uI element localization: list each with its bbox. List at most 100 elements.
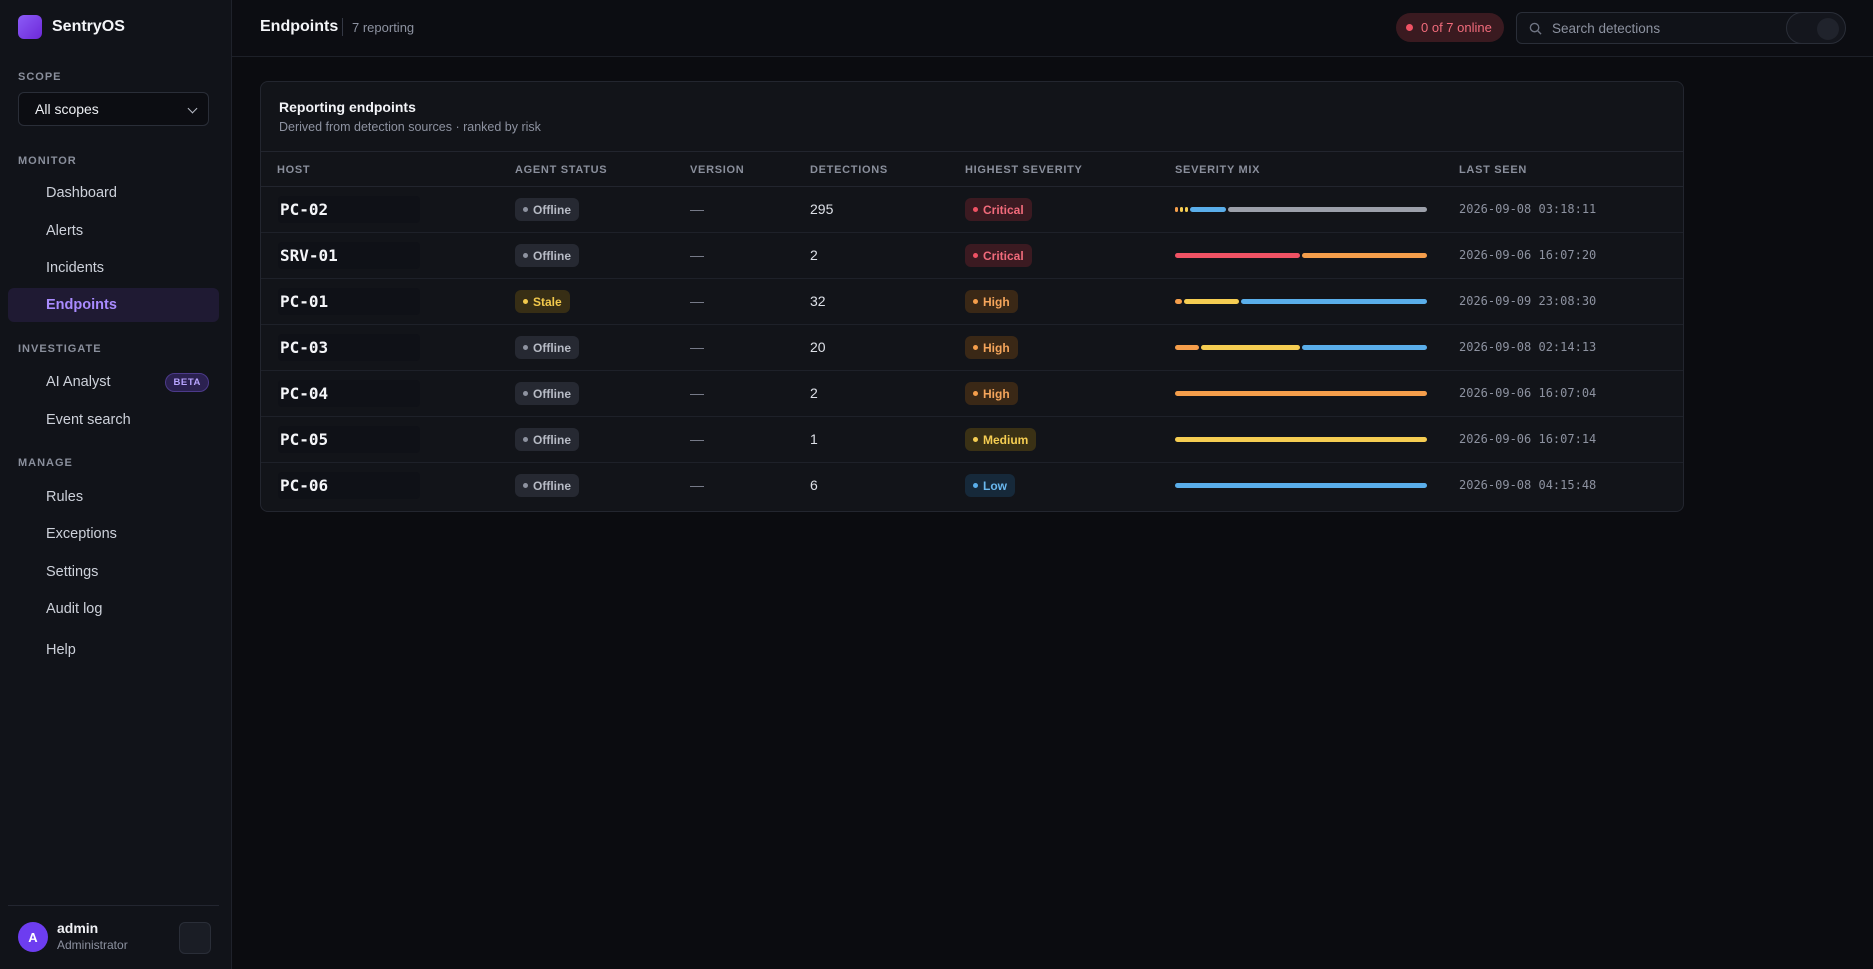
last-seen-timestamp: 2026-09-06 16:07:14 <box>1459 432 1597 446</box>
search-input[interactable]: Search detections <box>1516 12 1807 44</box>
top-header: Endpoints 7 reporting 0 of 7 online Sear… <box>232 0 1873 57</box>
table-row[interactable]: PC-01 Stale — 32 High 2026-09-09 23:08:3… <box>261 279 1683 325</box>
host-name[interactable]: PC-05 <box>278 426 420 453</box>
version-value: — <box>690 339 704 355</box>
table-row[interactable]: PC-05 Offline — 1 Medium 2026-09-06 16:0… <box>261 417 1683 463</box>
table-row[interactable]: PC-03 Offline — 20 High 2026-09-08 02:14… <box>261 325 1683 371</box>
sidebar-item-dashboard[interactable]: Dashboard <box>8 176 219 210</box>
severity-mix-segment <box>1175 253 1300 258</box>
user-menu-button[interactable] <box>179 922 211 954</box>
detections-count: 32 <box>810 293 826 309</box>
sidebar-item-label: Alerts <box>46 223 84 239</box>
table-row[interactable]: PC-06 Offline — 6 Low 2026-09-08 04:15:4… <box>261 463 1683 509</box>
theme-toggle[interactable] <box>1786 12 1846 44</box>
severity-text: Medium <box>983 432 1029 447</box>
column-header-version[interactable]: VERSION <box>690 164 745 176</box>
sidebar-item-exceptions[interactable]: Exceptions <box>8 517 219 551</box>
host-name[interactable]: PC-01 <box>278 288 420 315</box>
title-divider <box>342 18 343 36</box>
online-status-badge[interactable]: 0 of 7 online <box>1396 13 1504 42</box>
severity-mix-segment <box>1302 253 1427 258</box>
severity-mix-bar <box>1175 483 1427 488</box>
table-row[interactable]: PC-04 Offline — 2 High 2026-09-06 16:07:… <box>261 371 1683 417</box>
toggle-knob <box>1817 18 1839 40</box>
agent-status-badge: Offline <box>515 474 579 497</box>
version-value: — <box>690 431 704 447</box>
table-row[interactable]: PC-02 Offline — 295 Critical 2026-09-08 … <box>261 187 1683 233</box>
severity-mix-segment <box>1241 299 1427 304</box>
scope-select-value: All scopes <box>35 101 99 117</box>
last-seen-timestamp: 2026-09-06 16:07:20 <box>1459 248 1597 262</box>
scope-select[interactable]: All scopes <box>18 92 209 126</box>
severity-mix-segment <box>1175 207 1178 212</box>
last-seen-timestamp: 2026-09-08 03:18:11 <box>1459 202 1597 216</box>
brand[interactable]: SentryOS <box>18 15 125 39</box>
severity-badge: High <box>965 290 1018 313</box>
severity-mix-bar <box>1175 345 1427 350</box>
page-title: Endpoints <box>260 18 339 35</box>
severity-text: Low <box>983 478 1007 493</box>
severity-text: High <box>983 340 1010 355</box>
host-name[interactable]: PC-02 <box>278 196 420 223</box>
page-subtitle: 7 reporting <box>352 20 415 35</box>
sidebar-item-incidents[interactable]: Incidents <box>8 251 219 285</box>
sidebar-item-label: Event search <box>46 412 131 428</box>
sidebar-item-event-search[interactable]: Event search <box>8 403 219 437</box>
column-header-detections[interactable]: DETECTIONS <box>810 164 888 176</box>
agent-status-text: Offline <box>533 432 571 447</box>
sidebar-item-endpoints[interactable]: Endpoints <box>8 288 219 322</box>
sidebar-item-ai-analyst[interactable]: AI Analyst BETA <box>8 365 219 399</box>
detections-count: 6 <box>810 477 818 493</box>
sidebar-item-alerts[interactable]: Alerts <box>8 214 219 248</box>
agent-status-text: Stale <box>533 294 562 309</box>
status-dot-icon <box>523 391 528 396</box>
severity-mix-segment <box>1175 437 1427 442</box>
severity-dot-icon <box>973 483 978 488</box>
host-name[interactable]: PC-03 <box>278 334 420 361</box>
table-header: HOST AGENT STATUS VERSION DETECTIONS HIG… <box>261 151 1683 187</box>
sidebar-item-rules[interactable]: Rules <box>8 480 219 514</box>
host-name[interactable]: PC-06 <box>278 472 420 499</box>
severity-mix-segment <box>1180 207 1183 212</box>
detections-count: 2 <box>810 385 818 401</box>
severity-badge: Low <box>965 474 1015 497</box>
chevron-down-icon <box>187 103 198 114</box>
host-name[interactable]: PC-04 <box>278 380 420 407</box>
brand-logo-icon <box>18 15 42 39</box>
sidebar-item-label: Endpoints <box>46 297 117 313</box>
status-dot-icon <box>523 299 528 304</box>
column-header-host[interactable]: HOST <box>277 164 311 176</box>
sidebar: SentryOS SCOPE All scopes MONITOR Dashbo… <box>0 0 232 969</box>
agent-status-text: Offline <box>533 202 571 217</box>
sidebar-item-label: AI Analyst <box>46 374 111 390</box>
severity-dot-icon <box>973 299 978 304</box>
severity-mix-segment <box>1175 299 1182 304</box>
severity-badge: Critical <box>965 198 1032 221</box>
sidebar-item-label: Rules <box>46 489 84 505</box>
column-header-severity-mix[interactable]: SEVERITY MIX <box>1175 164 1261 176</box>
detections-count: 1 <box>810 431 818 447</box>
user-name: admin <box>57 920 99 936</box>
brand-name: SentryOS <box>52 18 125 35</box>
severity-mix-bar <box>1175 391 1427 396</box>
column-header-agent-status[interactable]: AGENT STATUS <box>515 164 608 176</box>
column-header-highest-severity[interactable]: HIGHEST SEVERITY <box>965 164 1083 176</box>
endpoints-card: Reporting endpoints Derived from detecti… <box>260 81 1684 512</box>
section-label-monitor: MONITOR <box>18 155 77 167</box>
sidebar-item-help[interactable]: Help <box>8 633 219 667</box>
column-header-last-seen[interactable]: LAST SEEN <box>1459 164 1528 176</box>
severity-dot-icon <box>973 207 978 212</box>
host-name[interactable]: SRV-01 <box>278 242 420 269</box>
sidebar-item-label: Dashboard <box>46 185 117 201</box>
sidebar-item-audit-log[interactable]: Audit log <box>8 592 219 626</box>
avatar[interactable]: A <box>18 922 48 952</box>
severity-mix-segment <box>1175 345 1199 350</box>
sidebar-item-label: Incidents <box>46 260 105 276</box>
sidebar-item-settings[interactable]: Settings <box>8 555 219 589</box>
sidebar-item-label: Settings <box>46 564 99 580</box>
table-row[interactable]: SRV-01 Offline — 2 Critical 2026-09-06 1… <box>261 233 1683 279</box>
severity-mix-bar <box>1175 207 1427 212</box>
detections-count: 295 <box>810 201 834 217</box>
version-value: — <box>690 247 704 263</box>
severity-dot-icon <box>973 253 978 258</box>
